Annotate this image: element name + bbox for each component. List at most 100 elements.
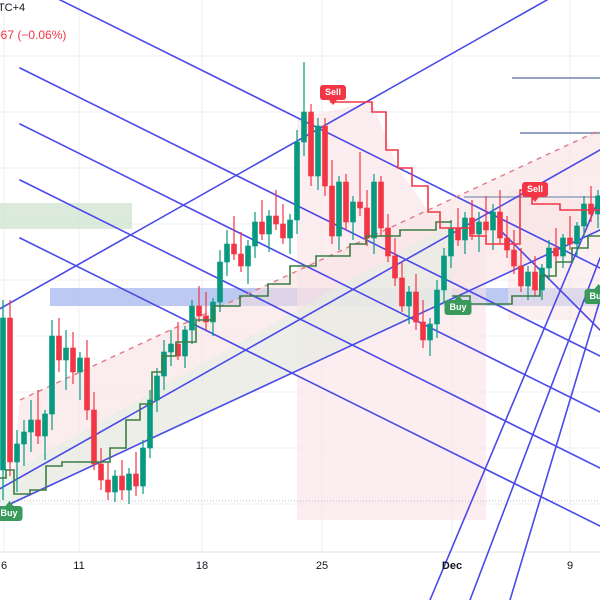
signal-sell-0[interactable]: Sell: [319, 85, 347, 105]
candle-body: [49, 335, 55, 415]
candle-body: [224, 243, 230, 263]
candle-body: [56, 335, 62, 361]
candle-body: [266, 215, 272, 235]
candle-body: [315, 125, 321, 177]
pink-dashed-rising[interactable]: [19, 129, 600, 401]
descending-right[interactable]: [499, 229, 600, 331]
candle-body: [140, 447, 146, 487]
candle-body: [336, 181, 342, 237]
candle-body: [203, 315, 209, 323]
candle-body: [105, 479, 111, 493]
candle-body: [294, 141, 300, 221]
candle-body: [329, 185, 335, 237]
descending-4[interactable]: [19, 179, 600, 469]
candle-body: [378, 181, 384, 229]
candle-body: [490, 211, 496, 231]
candle-body: [518, 265, 524, 287]
candle-body: [364, 207, 370, 239]
candle-body: [231, 243, 237, 255]
candle-body: [196, 305, 202, 317]
candle-body: [448, 227, 454, 257]
candle-body: [287, 219, 293, 239]
candlestick-series: [0, 62, 600, 504]
candle-body: [168, 343, 174, 353]
candle-body: [98, 463, 104, 481]
candle-body: [84, 357, 90, 411]
descending-5[interactable]: [19, 237, 600, 527]
x-axis-tick-0: 6: [0, 560, 8, 572]
signal-buy-2[interactable]: Buy: [444, 295, 472, 315]
candle-body: [434, 289, 440, 325]
candle-body: [441, 255, 447, 291]
candle-body: [588, 203, 594, 215]
signal-buy-3[interactable]: Buy: [0, 501, 23, 521]
candle-body: [301, 111, 307, 143]
candle-body: [182, 329, 188, 357]
candle-body: [511, 249, 517, 267]
candle-body: [357, 201, 363, 209]
candle-body: [322, 125, 328, 187]
candle-body: [210, 301, 216, 323]
ascending-6[interactable]: [509, 299, 600, 600]
dashed-trendlines[interactable]: [19, 129, 600, 401]
candle-body: [385, 227, 391, 257]
candle-body: [70, 347, 76, 373]
candle-body: [35, 419, 41, 437]
candle-body: [63, 347, 69, 361]
candle-body: [483, 221, 489, 231]
candle-body: [462, 217, 468, 241]
candle-body: [112, 475, 118, 493]
ascending-5[interactable]: [469, 257, 600, 600]
supertrend-up-line-2: [452, 235, 600, 305]
candle-body: [252, 221, 258, 247]
candle-body: [525, 271, 531, 287]
candle-body: [595, 195, 600, 215]
candle-body: [546, 247, 552, 269]
supertrend-up-line: [0, 221, 452, 495]
ascending-2[interactable]: [0, 149, 600, 500]
descending-2[interactable]: [19, 67, 600, 357]
green-channel: [0, 222, 452, 510]
candle-body: [28, 419, 34, 433]
candle-body: [259, 221, 265, 235]
candle-body: [399, 277, 405, 307]
candle-body: [21, 431, 27, 445]
candle-body: [392, 255, 398, 279]
candle-body: [280, 223, 286, 239]
candle-body: [343, 181, 349, 223]
candle-body: [308, 111, 314, 177]
candle-body: [238, 253, 244, 267]
candle-body: [427, 323, 433, 341]
ascending-4[interactable]: [429, 195, 600, 600]
x-axis-tick-3: 25: [315, 560, 329, 572]
candle-body: [42, 413, 48, 437]
candle-body: [581, 203, 587, 227]
candle-body: [567, 237, 573, 245]
candle-body: [574, 225, 580, 245]
x-axis-tick-2: 18: [195, 560, 209, 572]
candle-body: [371, 181, 377, 239]
candle-body: [476, 221, 482, 235]
candle-body: [147, 399, 153, 449]
candle-body: [497, 211, 503, 239]
ascending-1[interactable]: [0, 0, 600, 320]
candle-body: [7, 317, 13, 463]
descending-3[interactable]: [19, 123, 600, 413]
candle-body: [350, 201, 356, 223]
candle-body: [217, 261, 223, 303]
ascending-3[interactable]: [9, 229, 600, 505]
signal-buy-4[interactable]: Buy: [584, 284, 600, 304]
candle-body: [119, 475, 125, 491]
candle-body: [126, 473, 132, 491]
candle-body: [455, 227, 461, 241]
x-axis-tick-4: Dec: [441, 560, 463, 572]
candle-body: [154, 375, 160, 401]
signal-sell-1[interactable]: Sell: [521, 182, 549, 202]
x-axis-tick-5: 9: [566, 560, 574, 572]
candle-body: [553, 247, 559, 257]
candle-body: [469, 217, 475, 235]
candle-body: [189, 305, 195, 331]
